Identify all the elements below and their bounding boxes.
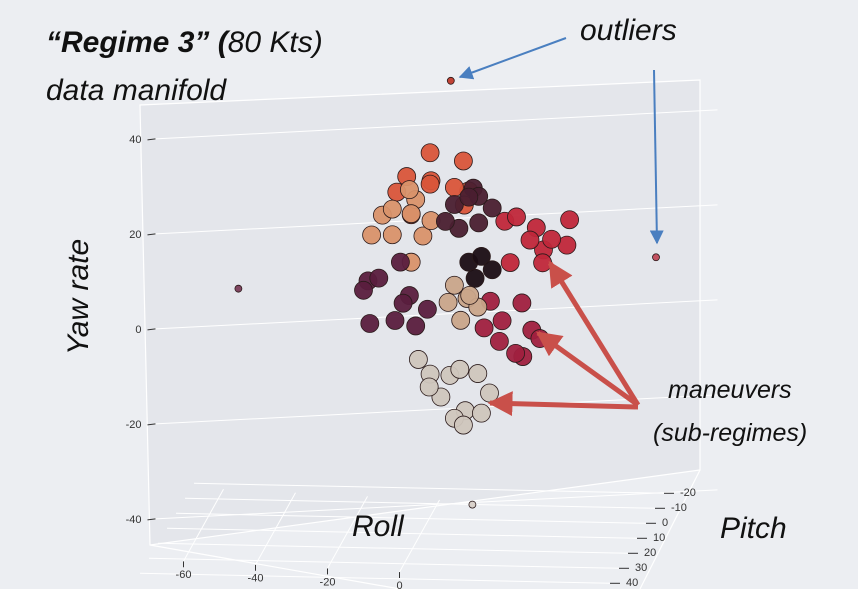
point: [506, 343, 525, 363]
point: [465, 268, 485, 288]
point: [489, 331, 509, 351]
grid-line: [155, 394, 718, 425]
point: [500, 253, 520, 273]
title-bold: “Regime 3” (: [46, 26, 231, 59]
y-tick-label: 0: [662, 517, 668, 529]
z-tick: [147, 423, 156, 426]
point: [542, 229, 561, 249]
point: [480, 383, 499, 403]
grid-line: [155, 299, 718, 330]
point: [435, 211, 455, 231]
grid-line: [148, 557, 620, 569]
z-tick-label: 40: [129, 134, 141, 146]
point: [444, 275, 464, 295]
point: [362, 225, 382, 245]
point: [360, 314, 380, 333]
point: [419, 377, 439, 397]
point: [393, 293, 413, 313]
point: [520, 230, 540, 250]
point: [390, 252, 410, 272]
y-axis-label: Pitch: [720, 512, 787, 545]
y-tick-label: 30: [635, 562, 647, 574]
subtitle: data manifold: [46, 74, 227, 107]
point: [399, 180, 419, 200]
grid-line: [193, 482, 665, 494]
point: [512, 293, 532, 313]
annotation: maneuvers: [668, 376, 792, 404]
point: [401, 204, 421, 224]
point: [413, 226, 433, 246]
y-tick-label: -20: [680, 487, 696, 499]
grid-line: [184, 497, 656, 509]
point: [460, 285, 480, 305]
point: [382, 199, 402, 219]
point: [453, 151, 473, 171]
grid-line: [183, 488, 224, 562]
point: [471, 403, 491, 423]
grid-line: [399, 499, 440, 573]
annotation: (sub-regimes): [653, 419, 807, 447]
point: [507, 207, 526, 227]
grid-line: [155, 109, 718, 140]
grid-line: [139, 572, 611, 584]
grid-line: [166, 527, 638, 539]
grid-line: [157, 542, 629, 554]
grid-line: [175, 512, 647, 524]
title: “Regime 3” (80 Kts): [46, 26, 323, 59]
z-tick: [147, 138, 156, 141]
point: [382, 225, 402, 245]
point: [560, 210, 579, 230]
point: [471, 247, 491, 266]
point: [354, 280, 373, 300]
y-tick-label: 40: [626, 577, 638, 589]
point: [420, 143, 440, 163]
point: [459, 187, 479, 207]
z-tick-label: 0: [135, 324, 141, 336]
point: [406, 316, 426, 336]
z-tick-label: 20: [129, 229, 141, 241]
point: [420, 174, 440, 194]
point: [451, 310, 471, 330]
x-tick-label: -20: [320, 576, 336, 588]
point: [438, 292, 458, 312]
point: [385, 311, 405, 330]
z-tick: [147, 328, 156, 331]
point: [453, 415, 473, 435]
point: [450, 359, 470, 379]
x-axis-label: Roll: [352, 510, 405, 543]
point: [468, 364, 488, 383]
point: [468, 500, 477, 509]
point: [417, 299, 437, 319]
point: [408, 350, 428, 369]
z-tick-label: -20: [126, 419, 142, 431]
annotation: outliers: [580, 14, 677, 47]
y-tick-label: -10: [671, 502, 687, 514]
point: [652, 253, 660, 262]
point: [482, 260, 502, 280]
point: [492, 311, 512, 331]
point: [369, 268, 389, 288]
point: [482, 198, 502, 218]
point: [234, 284, 243, 293]
x-tick-label: 0: [396, 580, 402, 589]
point: [469, 213, 489, 233]
point: [533, 253, 552, 273]
z-tick: [147, 518, 156, 521]
point: [474, 318, 494, 338]
x-tick-label: -60: [176, 569, 192, 581]
z-tick-label: -40: [126, 514, 142, 526]
grid-line: [255, 492, 296, 566]
z-axis-label: Yaw rate: [62, 239, 95, 355]
y-tick-label: 10: [653, 532, 665, 544]
point: [446, 76, 455, 85]
title-rest: 80 Kts): [228, 26, 323, 59]
z-tick: [147, 233, 156, 236]
arrows: [458, 37, 664, 417]
y-tick-label: 20: [644, 547, 656, 559]
x-tick-label: -40: [248, 573, 264, 585]
